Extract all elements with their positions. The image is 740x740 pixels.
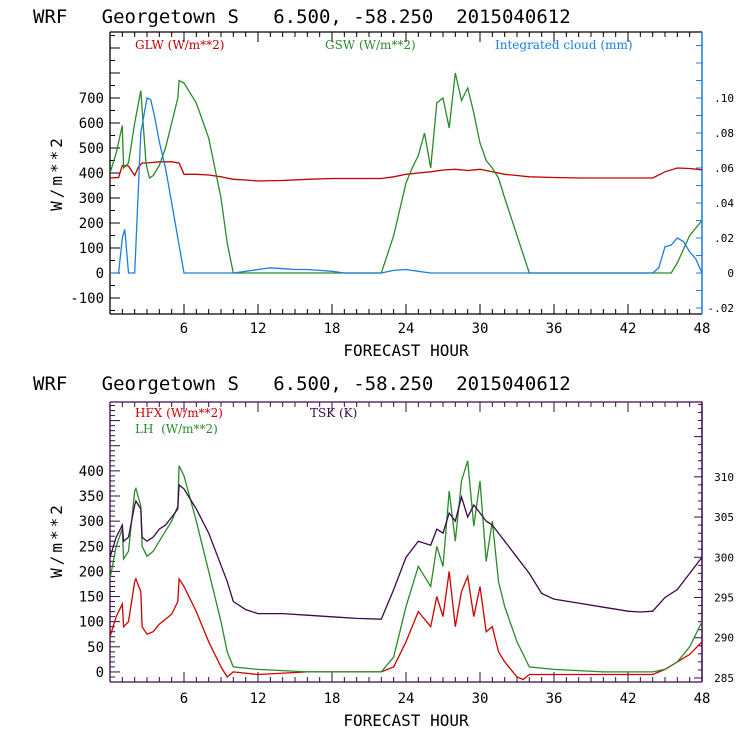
series-line-hfx bbox=[110, 571, 702, 681]
y2-tick-label: .08 bbox=[714, 127, 734, 140]
x-tick-label: 48 bbox=[694, 321, 711, 337]
x-tick-label: 12 bbox=[250, 321, 267, 337]
series-line-gsw bbox=[110, 72, 702, 274]
x-tick-label: 30 bbox=[472, 691, 489, 707]
x-axis-label: FORECAST HOUR bbox=[343, 711, 469, 730]
y2-tick-label: 305 bbox=[714, 511, 734, 524]
y2-tick-label: .10 bbox=[714, 92, 734, 105]
legend-entry: HFX (W/m**2) bbox=[135, 406, 223, 420]
y-tick-label: -100 bbox=[70, 291, 104, 307]
y-tick-label: 700 bbox=[79, 91, 104, 107]
series-line-integrated bbox=[110, 97, 702, 274]
chart-title: WRF Georgetown S 6.500, -58.250 20150406… bbox=[33, 373, 571, 395]
y2-tick-label: .02 bbox=[714, 232, 734, 245]
y-tick-label: 400 bbox=[79, 166, 104, 182]
y2-tick-label: 310 bbox=[714, 471, 734, 484]
legend-entry: GLW (W/m**2) bbox=[135, 38, 224, 52]
y2-tick-label: -.02 bbox=[708, 302, 735, 315]
legend-entry: TSK (K) bbox=[310, 406, 357, 420]
y-axis-label: W/m**2 bbox=[47, 135, 66, 211]
y-tick-label: 500 bbox=[79, 141, 104, 157]
x-tick-label: 18 bbox=[324, 691, 341, 707]
series-line-lh bbox=[110, 460, 702, 673]
y2-tick-label: 295 bbox=[714, 592, 734, 605]
x-tick-label: 6 bbox=[180, 691, 188, 707]
y-tick-label: 300 bbox=[79, 191, 104, 207]
y-tick-label: 300 bbox=[79, 514, 104, 530]
y-tick-label: 200 bbox=[79, 216, 104, 232]
x-axis-label: FORECAST HOUR bbox=[343, 341, 469, 360]
y2-tick-label: 285 bbox=[714, 672, 734, 685]
series-line-tsk bbox=[110, 483, 702, 620]
y-tick-label: 600 bbox=[79, 116, 104, 132]
x-tick-label: 12 bbox=[250, 691, 267, 707]
legend-entry: Integrated cloud (mm) bbox=[495, 38, 633, 52]
legend-entry: GSW (W/m**2) bbox=[325, 38, 416, 52]
y-tick-label: 350 bbox=[79, 489, 104, 505]
y-tick-label: 50 bbox=[87, 640, 104, 656]
y2-tick-label: .04 bbox=[714, 197, 734, 210]
chart-title: WRF Georgetown S 6.500, -58.250 20150406… bbox=[33, 6, 571, 28]
y-tick-label: 0 bbox=[96, 665, 104, 681]
chart-panel-1: WRF Georgetown S 6.500, -58.250 20150406… bbox=[33, 6, 734, 360]
y-tick-label: 200 bbox=[79, 564, 104, 580]
x-tick-label: 24 bbox=[398, 321, 415, 337]
y-tick-label: 250 bbox=[79, 539, 104, 555]
x-tick-label: 42 bbox=[620, 691, 637, 707]
y-tick-label: 100 bbox=[79, 241, 104, 257]
legend-entry: LH (W/m**2) bbox=[135, 422, 218, 436]
y-tick-label: 100 bbox=[79, 615, 104, 631]
y-tick-label: 400 bbox=[79, 464, 104, 480]
y-axis-label: W/m**2 bbox=[47, 502, 66, 578]
x-tick-label: 18 bbox=[324, 321, 341, 337]
x-tick-label: 42 bbox=[620, 321, 637, 337]
x-tick-label: 36 bbox=[546, 691, 563, 707]
y2-tick-label: 300 bbox=[714, 551, 734, 564]
x-tick-label: 48 bbox=[694, 691, 711, 707]
x-tick-label: 36 bbox=[546, 321, 563, 337]
y-tick-label: 150 bbox=[79, 590, 104, 606]
y2-tick-label: 290 bbox=[714, 632, 734, 645]
series-line-glw bbox=[110, 161, 702, 182]
x-tick-label: 6 bbox=[180, 321, 188, 337]
y2-tick-label: .06 bbox=[714, 162, 734, 175]
y-tick-label: 0 bbox=[96, 266, 104, 282]
x-tick-label: 24 bbox=[398, 691, 415, 707]
chart-panel-2: WRF Georgetown S 6.500, -58.250 20150406… bbox=[33, 373, 734, 730]
y2-tick-label: 0 bbox=[727, 267, 734, 280]
x-tick-label: 30 bbox=[472, 321, 489, 337]
